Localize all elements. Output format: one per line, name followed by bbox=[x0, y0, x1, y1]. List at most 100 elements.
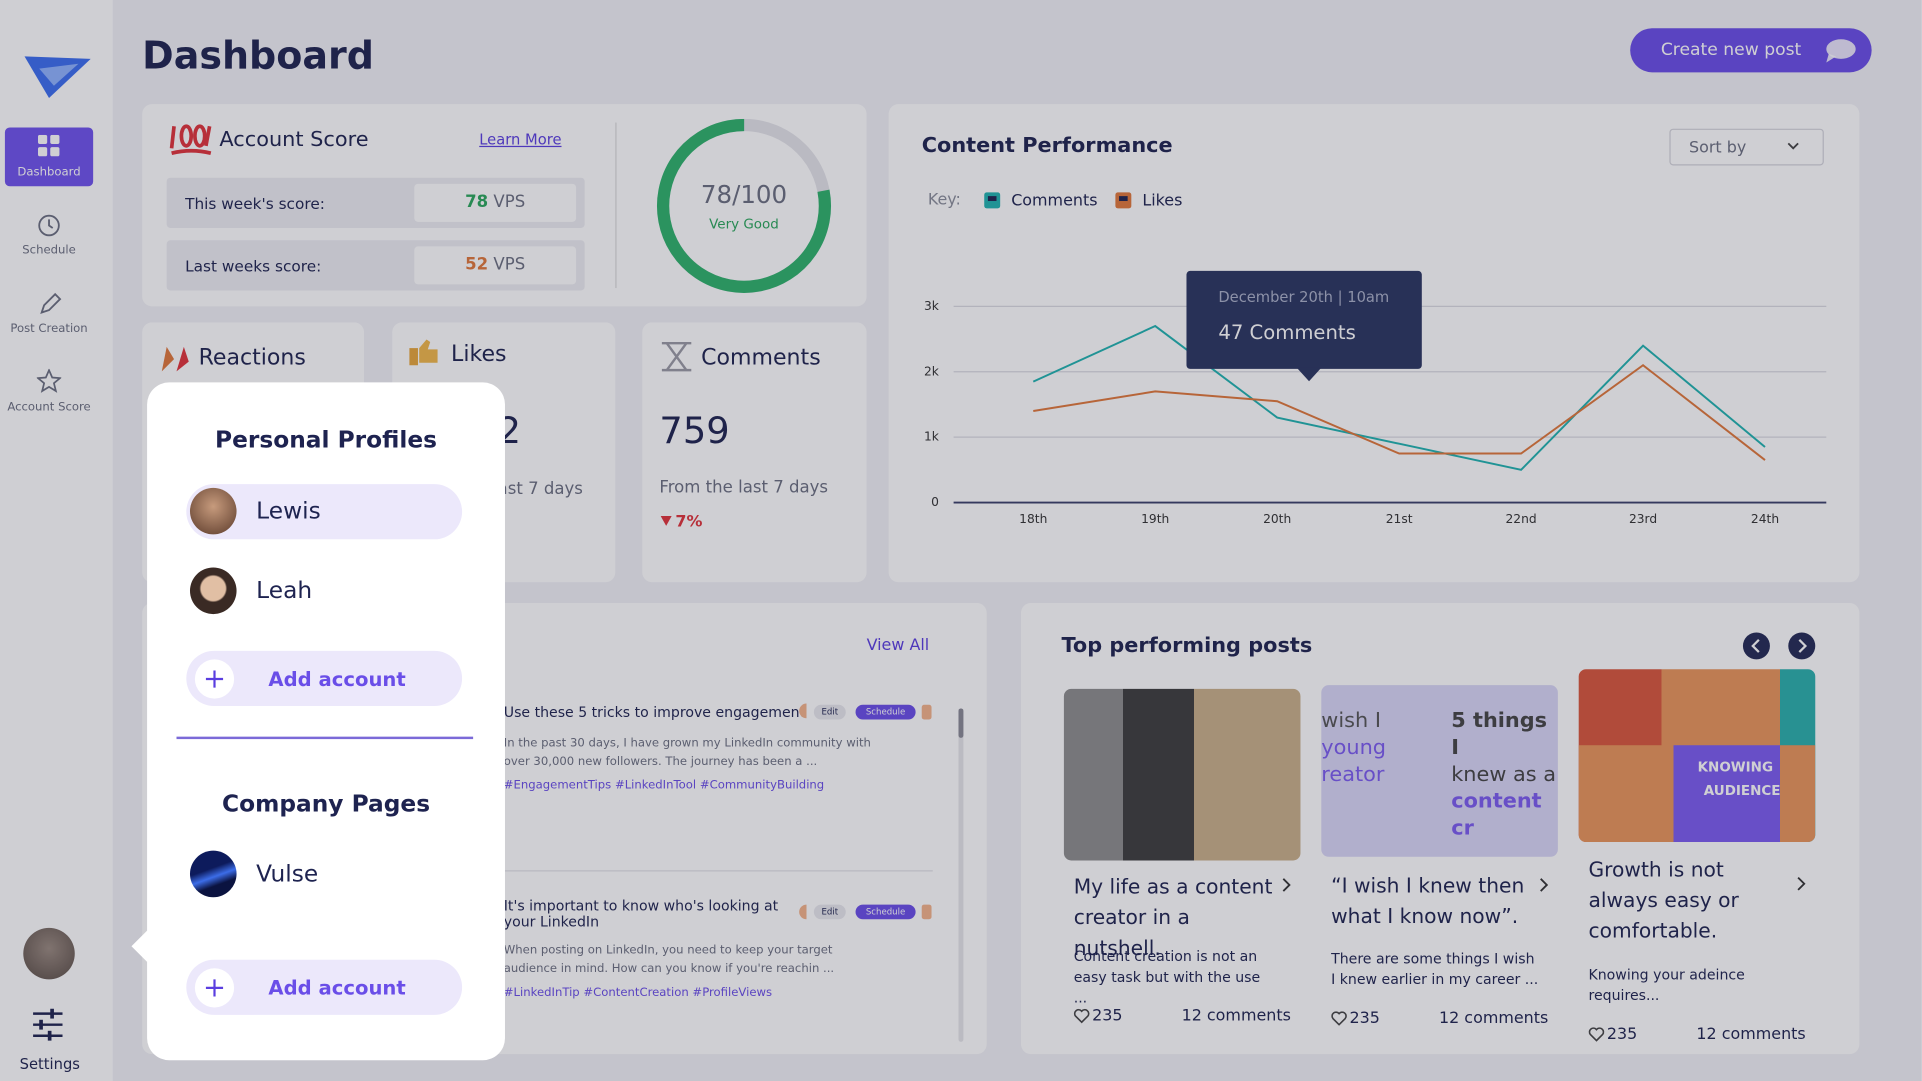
score-row: This week's score: 78 VPS bbox=[166, 177, 585, 228]
card-description: Content creation is not an easy task but… bbox=[1073, 947, 1261, 1007]
delete-icon[interactable] bbox=[921, 704, 932, 720]
y-tick-label: 3k bbox=[924, 299, 940, 313]
ellipse bbox=[193, 124, 207, 148]
create-post-button[interactable]: Create new post bbox=[1630, 28, 1872, 73]
edit-button[interactable]: Edit bbox=[813, 904, 846, 920]
section-title: Company Pages bbox=[221, 790, 431, 818]
circle bbox=[38, 214, 60, 237]
nav-dashboard[interactable]: Dashboard bbox=[4, 127, 94, 187]
post-image: KNOWING AUDIENCE bbox=[1578, 669, 1816, 843]
rect bbox=[50, 1008, 54, 1019]
post-title: It's important to know who's looking at … bbox=[503, 897, 779, 931]
sort-label: Sort by bbox=[1689, 139, 1747, 158]
path bbox=[1073, 1008, 1090, 1024]
chevron[interactable] bbox=[1539, 878, 1549, 893]
path bbox=[176, 346, 189, 372]
rect bbox=[39, 1019, 43, 1030]
path bbox=[1798, 639, 1808, 653]
heart-icon[interactable] bbox=[1331, 1011, 1347, 1026]
path bbox=[40, 292, 62, 315]
legend-label: Comments bbox=[1011, 191, 1097, 210]
view-all-link[interactable]: View All bbox=[866, 636, 930, 656]
score-gauge: 78/100 Very Good bbox=[656, 118, 832, 293]
path bbox=[419, 339, 438, 363]
post-body: In the past 30 days, I have grown my Lin… bbox=[503, 736, 871, 769]
nav-label: Dashboard bbox=[17, 165, 81, 179]
g bbox=[169, 124, 212, 149]
tooltip-pointer bbox=[1296, 367, 1322, 382]
path bbox=[205, 670, 224, 688]
heart-icon[interactable] bbox=[1073, 1008, 1090, 1024]
carousel-arrows[interactable] bbox=[1742, 631, 1818, 660]
image-text-line: young bbox=[1321, 735, 1387, 760]
rect bbox=[409, 348, 418, 366]
score-label: This week's score: bbox=[185, 194, 325, 213]
x-tick-label: 21st bbox=[1386, 512, 1413, 526]
learn-more-link[interactable]: Learn More bbox=[479, 131, 562, 149]
series-line bbox=[1032, 324, 1766, 471]
page-title: Dashboard bbox=[142, 34, 374, 79]
y-tick-label: 0 bbox=[931, 495, 939, 509]
polygon bbox=[1826, 53, 1837, 63]
profile-item[interactable]: Lewis bbox=[186, 484, 463, 540]
path bbox=[204, 125, 212, 147]
score-value: 78 bbox=[465, 192, 489, 213]
x-tick-label: 18th bbox=[1019, 512, 1047, 526]
score-label: Last weeks score: bbox=[185, 256, 322, 276]
nav-schedule[interactable]: Schedule bbox=[5, 206, 93, 265]
schedule-button[interactable]: Schedule bbox=[855, 704, 916, 720]
card-title[interactable]: Growth is not always easy or comfortable… bbox=[1588, 857, 1739, 943]
polygon bbox=[36, 368, 62, 393]
card-title[interactable]: My life as a content creator in a nutshe… bbox=[1073, 875, 1273, 960]
plus-icon bbox=[194, 659, 235, 699]
tooltip-title: December 20th | 10am bbox=[1218, 289, 1389, 306]
avatar bbox=[189, 567, 237, 615]
y-tick-label: 2k bbox=[924, 364, 940, 378]
post-tags: #EngagementTips #LinkedInTool #Community… bbox=[503, 778, 825, 793]
status-dot bbox=[799, 904, 807, 920]
chevron[interactable] bbox=[1282, 878, 1292, 893]
settings-icon[interactable] bbox=[32, 1008, 64, 1042]
heart-icon[interactable] bbox=[1588, 1027, 1605, 1042]
icon bbox=[161, 346, 189, 372]
image-text-line: 5 things I bbox=[1451, 708, 1548, 760]
nav-account-score[interactable]: Account Score bbox=[5, 363, 93, 422]
polygon bbox=[39, 63, 79, 86]
delete-icon[interactable] bbox=[921, 904, 932, 920]
image-text-line: KNOWING bbox=[1697, 759, 1774, 776]
sort-dropdown[interactable]: Sort by bbox=[1669, 128, 1824, 166]
score-unit: VPS bbox=[493, 254, 526, 275]
x-tick-label: 22nd bbox=[1506, 512, 1537, 526]
chevron[interactable] bbox=[1797, 876, 1807, 891]
card-title: Reactions bbox=[198, 345, 306, 371]
image-text-line: wish I bbox=[1321, 708, 1381, 733]
user-avatar[interactable] bbox=[23, 927, 75, 980]
legend-swatch-inner bbox=[987, 196, 997, 202]
card-title[interactable]: “I wish I knew then what I know now”. bbox=[1331, 873, 1525, 928]
legend-key-label: Key: bbox=[928, 189, 961, 208]
divider bbox=[615, 122, 617, 289]
add-account-button[interactable]: Add account bbox=[186, 650, 463, 707]
profile-item[interactable]: Vulse bbox=[186, 847, 462, 902]
rect bbox=[50, 134, 60, 145]
profile-item[interactable]: Leah bbox=[186, 564, 462, 619]
scrollbar[interactable] bbox=[958, 708, 964, 1042]
path bbox=[171, 148, 212, 155]
settings-label[interactable]: Settings bbox=[19, 1055, 80, 1073]
legend-swatch-inner bbox=[1119, 196, 1128, 202]
post-image bbox=[1063, 688, 1301, 861]
add-account-button[interactable]: Add account bbox=[186, 959, 463, 1015]
nav-post-creation[interactable]: Post Creation bbox=[5, 284, 93, 343]
icon bbox=[1826, 39, 1856, 63]
edit-button[interactable]: Edit bbox=[813, 704, 846, 720]
polygon bbox=[660, 516, 672, 526]
nav-label: Schedule bbox=[22, 243, 76, 258]
schedule-button[interactable]: Schedule bbox=[855, 904, 916, 920]
x-tick-label: 19th bbox=[1141, 512, 1169, 526]
profile-name: Lewis bbox=[256, 497, 321, 525]
score-value-box: 52 VPS bbox=[414, 246, 577, 285]
scroll-thumb[interactable] bbox=[958, 708, 964, 738]
